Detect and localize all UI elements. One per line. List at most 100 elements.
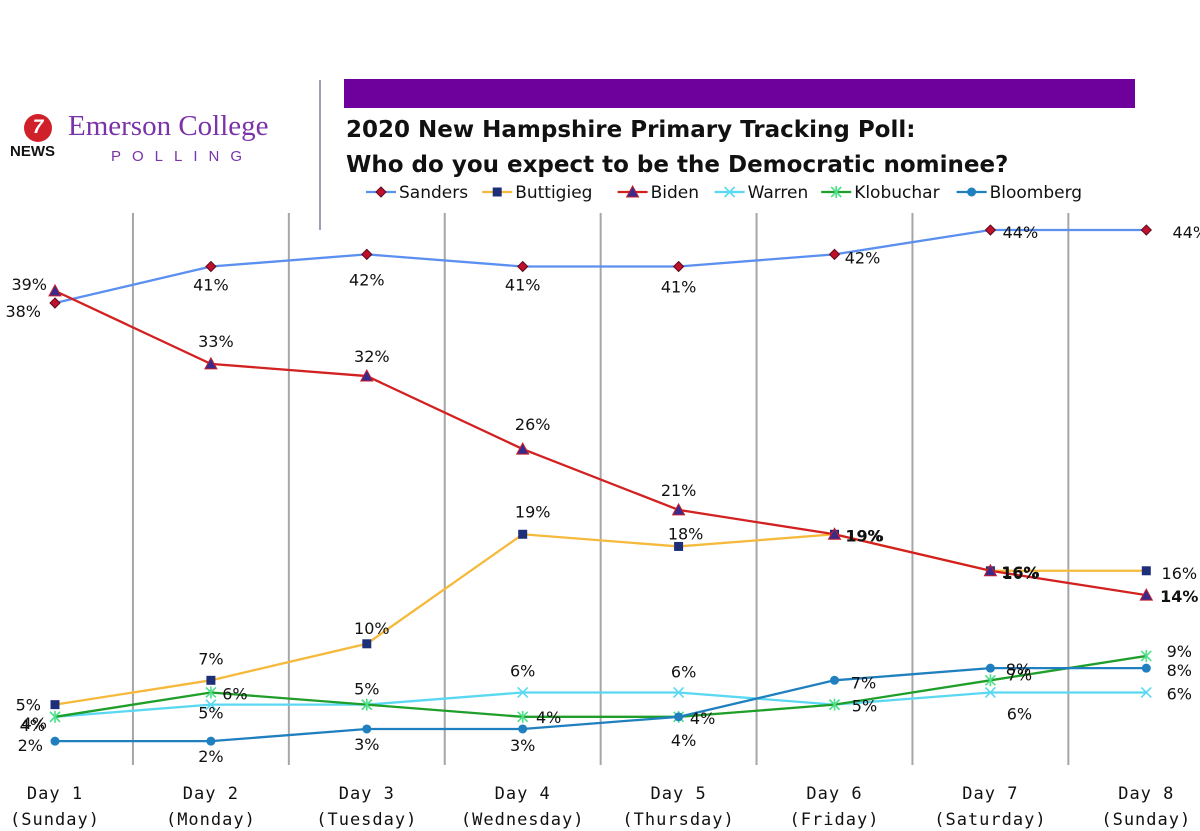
legend-biden-marker: [625, 184, 640, 198]
warren-data-label: 6%: [1167, 684, 1192, 703]
biden-point: [48, 283, 62, 297]
header-divider: [319, 80, 321, 230]
biden-point: [671, 502, 686, 516]
biden-line: [54, 289, 1147, 597]
sanders-data-label: 44%: [1003, 223, 1039, 242]
klobuchar-point: [49, 710, 61, 723]
buttigieg-point: [1141, 566, 1151, 576]
biden-data-label: 33%: [198, 332, 234, 351]
chart-title: 2020 New Hampshire Primary Tracking Poll…: [346, 117, 916, 143]
sanders-data-label: 42%: [349, 270, 385, 289]
klobuchar-point: [984, 674, 996, 687]
legend-warren-label: Warren: [748, 183, 809, 203]
bloomberg-point: [830, 675, 839, 685]
klobuchar-point: [517, 710, 529, 723]
x-tick-sublabel: (Sunday): [10, 810, 100, 830]
warren-data-label: 5%: [852, 697, 877, 716]
bloomberg-point: [1141, 663, 1151, 673]
legend-warren-marker: [724, 186, 736, 198]
sanders-data-label: 42%: [845, 248, 881, 267]
biden-data-label: 21%: [661, 481, 697, 500]
biden-data-label: 39%: [11, 275, 47, 294]
warren-point: [1140, 686, 1152, 699]
bloomberg-data-label: 4%: [671, 731, 696, 750]
warren-data-label: 6%: [510, 661, 535, 680]
klobuchar-point: [828, 698, 841, 711]
sanders-point: [516, 260, 529, 273]
sanders-data-label: 38%: [5, 302, 41, 321]
buttigieg-data-label: 19%: [515, 502, 551, 521]
klobuchar-data-label: 4%: [690, 709, 715, 728]
x-tick-label: Day 3: [339, 784, 395, 804]
sanders-data-label: 44%: [1173, 223, 1200, 242]
klobuchar-data-label: 6%: [222, 684, 247, 703]
sanders-data-label: 41%: [193, 276, 229, 295]
bloomberg-point: [50, 736, 60, 746]
legend-buttigieg-marker: [492, 187, 502, 197]
klobuchar-data-label: 4%: [536, 708, 561, 727]
biden-point: [983, 563, 998, 577]
channel-7-badge-icon: 7: [24, 114, 52, 142]
warren-point: [984, 686, 996, 699]
buttigieg-data-label: 16%: [1003, 564, 1039, 583]
buttigieg-data-label: 7%: [198, 649, 223, 668]
legend-bloomberg-marker: [967, 187, 977, 197]
x-tick-sublabel: (Monday): [166, 810, 256, 830]
logo-sub-text: POLLING: [111, 148, 254, 165]
biden-data-label: 16%: [1001, 563, 1039, 582]
warren-line: [54, 691, 1147, 718]
warren-data-label: 6%: [1007, 704, 1032, 723]
buttigieg-data-label: 5%: [16, 696, 41, 715]
bloomberg-data-label: 2%: [198, 747, 223, 766]
biden-point: [204, 356, 218, 370]
x-tick-sublabel: (Saturday): [934, 810, 1046, 830]
buttigieg-point: [50, 700, 60, 710]
biden-data-label: 32%: [354, 347, 390, 366]
warren-point: [205, 699, 217, 711]
warren-point: [517, 686, 529, 699]
bloomberg-point: [362, 724, 372, 734]
bloomberg-data-label: 8%: [1167, 661, 1192, 680]
buttigieg-point: [362, 639, 372, 649]
bloomberg-point: [674, 712, 684, 722]
bloomberg-data-label: 2%: [18, 736, 43, 755]
buttigieg-data-label: 10%: [354, 619, 390, 638]
logo-name-text: Emerson College: [68, 110, 269, 142]
bloomberg-data-label: 3%: [354, 735, 379, 754]
biden-point: [359, 369, 374, 382]
biden-data-label: 26%: [515, 415, 551, 434]
logo-news-text: NEWS: [10, 143, 55, 160]
bloomberg-data-label: 3%: [510, 736, 535, 755]
x-tick-label: Day 1: [27, 784, 83, 804]
legend-sanders-marker: [375, 186, 387, 198]
buttigieg-data-label: 18%: [668, 524, 704, 543]
biden-point: [827, 527, 842, 540]
sanders-point: [361, 248, 373, 261]
sanders-data-label: 41%: [661, 278, 697, 297]
biden-data-label: 19%: [845, 526, 883, 545]
warren-data-label: 5%: [354, 680, 379, 699]
buttigieg-point: [206, 675, 216, 685]
x-tick-label: Day 6: [806, 784, 862, 804]
biden-data-label: 14%: [1160, 587, 1198, 606]
x-tick-sublabel: (Sunday): [1101, 810, 1191, 830]
sanders-point: [49, 297, 61, 309]
x-tick-label: Day 8: [1118, 784, 1174, 804]
buttigieg-data-label: 16%: [1162, 564, 1198, 583]
bloomberg-point: [206, 736, 216, 746]
klobuchar-point: [361, 698, 373, 711]
chart-subtitle: Who do you expect to be the Democratic n…: [346, 152, 1009, 178]
legend-sanders-label: Sanders: [399, 183, 468, 203]
legend-klobuchar-marker: [830, 186, 842, 198]
sanders-point: [828, 248, 841, 261]
buttigieg-point: [518, 529, 528, 539]
bloomberg-data-label: 7%: [851, 673, 876, 692]
biden-point: [515, 442, 530, 455]
x-tick-label: Day 5: [651, 784, 707, 804]
sanders-line: [54, 228, 1147, 305]
buttigieg-data-label: 19%: [847, 526, 883, 545]
klobuchar-line: [54, 654, 1147, 718]
warren-data-label: 4%: [22, 714, 47, 733]
x-tick-sublabel: (Friday): [790, 810, 880, 830]
